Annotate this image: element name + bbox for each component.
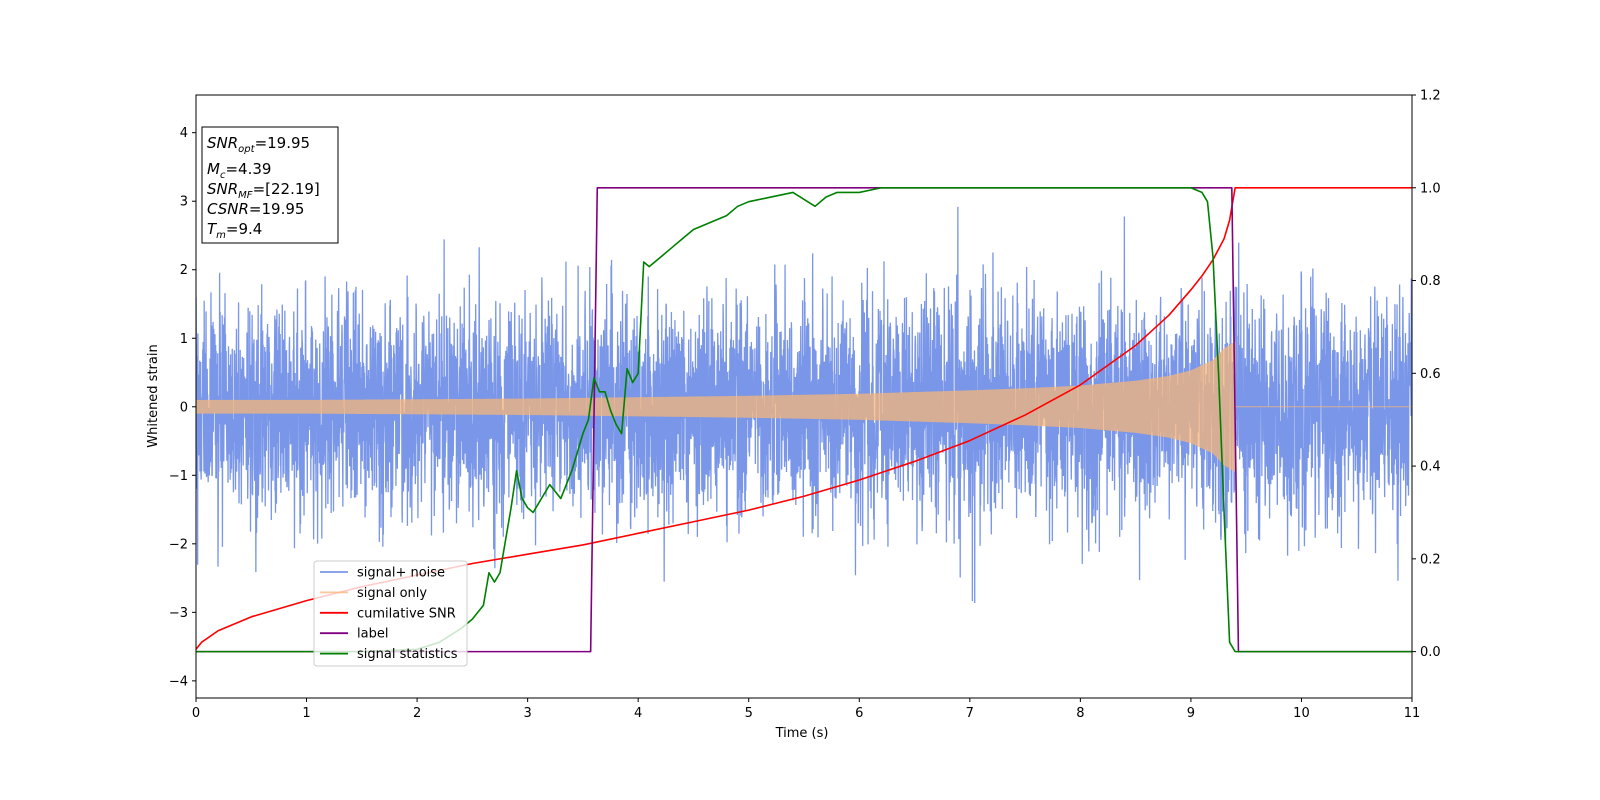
x-tick-label: 9 (1187, 706, 1195, 721)
x-tick-label: 3 (523, 706, 531, 721)
y-right-tick-label: 1.2 (1420, 89, 1441, 104)
y-right-tick-label: 0.4 (1420, 460, 1441, 475)
y-right-tick-label: 1.0 (1420, 181, 1441, 196)
y-left-tick-label: 2 (180, 263, 188, 278)
y-axis-left: −4 −3 −2 −1 0 1 2 3 4 (169, 126, 196, 689)
y-left-tick-label: −3 (169, 606, 188, 621)
series-signal-statistics-line (196, 186, 1412, 653)
x-tick-label: 1 (302, 706, 310, 721)
legend-label: signal statistics (357, 647, 458, 662)
x-tick-label: 10 (1293, 706, 1310, 721)
x-axis-label: Time (s) (775, 726, 829, 741)
y-left-tick-label: 0 (180, 400, 188, 415)
x-tick-label: 2 (413, 706, 421, 721)
legend-label: label (357, 627, 388, 642)
y-right-tick-label: 0.2 (1420, 552, 1441, 567)
legend-label: signal only (357, 586, 427, 601)
legend-frame (313, 560, 468, 667)
x-tick-label: 6 (855, 706, 863, 721)
plot-frame (195, 94, 1413, 699)
x-tick-label: 4 (634, 706, 642, 721)
y-left-tick-label: −2 (169, 537, 188, 552)
annotation-csnr: CSNR=19.95 (207, 200, 304, 218)
y-right-tick-label: 0.8 (1420, 274, 1441, 289)
x-tick-label: 11 (1404, 706, 1421, 721)
y-left-tick-label: 1 (180, 332, 188, 347)
y-right-tick-label: 0.6 (1420, 367, 1441, 382)
annotation-tm: Tm=9.4 (207, 220, 262, 241)
x-tick-label: 5 (745, 706, 753, 721)
legend-label: cumilative SNR (357, 606, 456, 621)
x-tick-label: 8 (1076, 706, 1084, 721)
x-axis: 0 1 2 3 4 5 6 7 8 9 10 11 (192, 698, 1420, 721)
y-left-tick-label: −4 (169, 674, 188, 689)
x-tick-label: 7 (966, 706, 974, 721)
y-right-tick-label: 0.0 (1420, 645, 1441, 660)
y-axis-right: 0.0 0.2 0.4 0.6 0.8 1.0 1.2 (1412, 89, 1441, 660)
annotation-snr-mf: SNRMF=[22.19] (207, 180, 320, 201)
y-left-tick-label: 4 (180, 126, 188, 141)
y-left-tick-label: −1 (169, 469, 188, 484)
y-axis-label: Whitened strain (146, 344, 161, 447)
series-signal-only-line (196, 341, 1412, 472)
y-left-tick-label: 3 (180, 195, 188, 210)
annotation-box: SNRopt=19.95 Mc=4.39 SNRMF=[22.19] CSNR=… (201, 126, 339, 244)
annotation-box-frame (201, 126, 339, 244)
legend: signal+ noise signal only cumilative SNR la… (313, 560, 468, 667)
x-tick-label: 0 (192, 706, 200, 721)
annotation-mc: Mc=4.39 (207, 160, 271, 181)
legend-label: signal+ noise (357, 566, 445, 581)
annotation-snr-opt: SNRopt=19.95 (207, 134, 310, 155)
